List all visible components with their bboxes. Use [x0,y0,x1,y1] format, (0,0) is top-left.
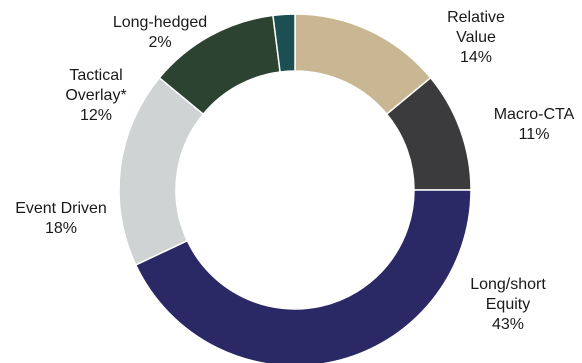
slice-label-text: Event Driven [15,200,107,217]
slice-label-text: Tactical [69,67,123,84]
slice-label: Relative Value 14% [447,8,505,68]
slice-long-hedged [272,13,296,73]
slice-value-label: 43% [491,316,525,333]
slice-value-label: 11% [518,126,550,143]
slice-label-text: Long-hedged [112,14,208,31]
slice-label-text: Value [456,29,496,46]
slice-value-label: 12% [79,107,113,124]
slice-label-text: Relative [447,9,505,26]
slice-label-text: Macro-CTA [493,106,575,123]
slice-label: Long/short Equity 43% [470,275,546,335]
slice-value-label: 14% [459,49,493,66]
slice-label: Event Driven 18% [15,199,107,239]
slice-label-text: Long/short [470,276,546,293]
slice-label: Macro-CTA 11% [494,105,575,145]
slice-label-text: Equity [485,296,531,313]
slice-event-driven [118,76,205,266]
slice-value-label: 2% [148,34,172,51]
slice-value-label: 18% [44,220,78,237]
slice-label-text: Overlay* [65,87,127,104]
slice-label: Tactical Overlay* 12% [65,66,126,126]
slice-label: Long-hedged 2% [113,13,207,53]
slice-long-short-equity [134,189,472,363]
